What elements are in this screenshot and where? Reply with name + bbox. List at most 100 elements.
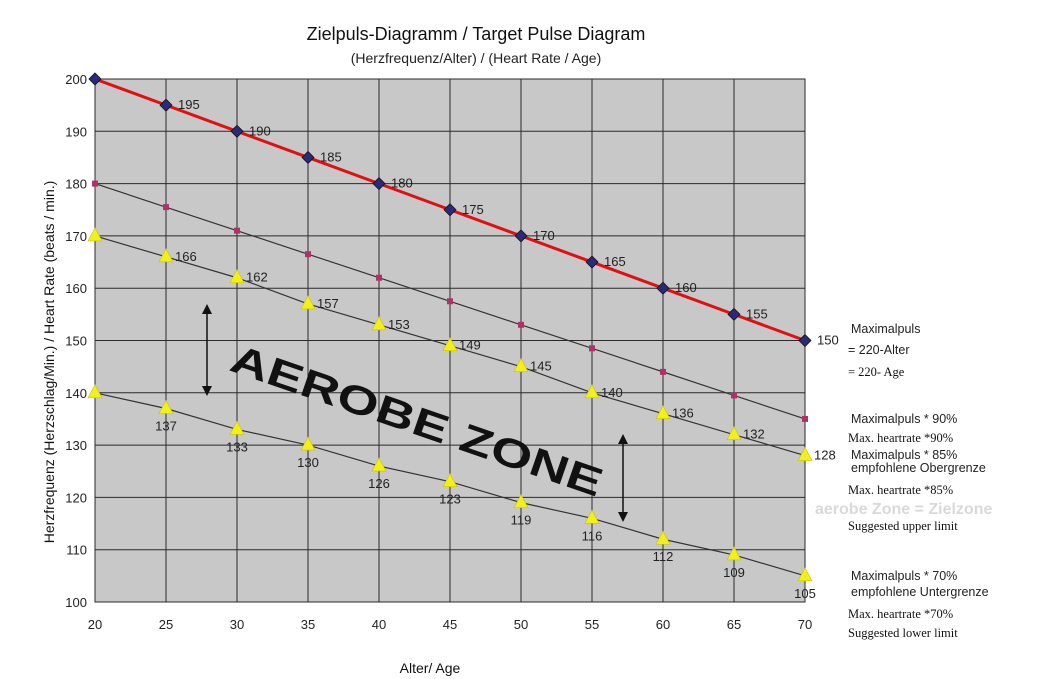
note-p85-de-1: Maximalpuls * 85% bbox=[851, 448, 957, 462]
note-p90-en: Max. heartrate *90% bbox=[848, 431, 953, 445]
point-marker bbox=[372, 177, 386, 191]
x-tick-label: 25 bbox=[159, 617, 173, 632]
series-3: 166 162 157 153 149 145 140 136 132 128 bbox=[87, 227, 836, 463]
data-label: 175 bbox=[462, 202, 484, 217]
data-label: 190 bbox=[249, 123, 271, 138]
x-tick-label: 45 bbox=[443, 617, 457, 632]
x-axis-label: Alter/ Age bbox=[400, 660, 461, 676]
y-tick-label: 180 bbox=[65, 177, 87, 192]
point-marker bbox=[371, 457, 387, 472]
y-tick-label: 150 bbox=[65, 334, 87, 349]
point-marker bbox=[163, 204, 169, 211]
data-label: 185 bbox=[320, 149, 342, 164]
data-label: 170 bbox=[533, 228, 555, 243]
data-label: 166 bbox=[175, 249, 197, 264]
point-marker bbox=[92, 180, 98, 187]
x-tick-label: 35 bbox=[301, 617, 315, 632]
data-label: 105 bbox=[794, 586, 816, 601]
data-label: 150 bbox=[817, 333, 839, 348]
data-label: 132 bbox=[743, 427, 765, 442]
note-max-en: = 220- Age bbox=[848, 365, 905, 379]
chart-subtitle: (Herzfrequenz/Alter) / (Heart Rate / Age… bbox=[351, 50, 602, 66]
point-marker bbox=[443, 203, 457, 217]
point-marker bbox=[585, 255, 599, 269]
point-marker bbox=[87, 227, 103, 242]
note-max-de-2: = 220-Alter bbox=[848, 343, 910, 357]
point-marker bbox=[655, 405, 671, 420]
note-p85-de-2: empfohlene Obergrenze bbox=[851, 461, 986, 475]
y-tick-label: 100 bbox=[65, 595, 87, 610]
data-label: 195 bbox=[178, 97, 200, 112]
point-marker bbox=[305, 251, 311, 258]
point-marker bbox=[797, 567, 813, 582]
data-label: 137 bbox=[155, 418, 177, 433]
point-marker bbox=[447, 298, 453, 305]
data-label: 155 bbox=[746, 306, 768, 321]
data-label: 145 bbox=[530, 359, 552, 374]
point-marker bbox=[797, 446, 813, 461]
chart-title: Zielpuls-Diagramm / Target Pulse Diagram bbox=[307, 24, 646, 44]
point-marker bbox=[726, 426, 742, 440]
point-marker bbox=[442, 473, 458, 488]
y-tick-label: 190 bbox=[65, 124, 87, 139]
point-marker bbox=[300, 295, 316, 310]
data-label: 140 bbox=[601, 385, 623, 400]
watermark-aerobe-zone: aerobe Zone = Zielzone bbox=[815, 501, 992, 518]
data-label: 180 bbox=[391, 176, 413, 191]
data-label: 116 bbox=[582, 528, 603, 543]
note-max-de-1: Maximalpuls bbox=[851, 322, 920, 336]
note-p70-en-2: Suggested lower limit bbox=[848, 626, 958, 640]
note-p85-en-2: Suggested upper limit bbox=[848, 519, 958, 533]
x-tick-label: 65 bbox=[727, 617, 741, 632]
series-4: 137 133 130 126 123 119 116 112 109 105 bbox=[87, 384, 816, 601]
note-p70-de-2: empfohlene Untergrenze bbox=[851, 585, 989, 599]
point-marker bbox=[229, 269, 245, 284]
point-marker bbox=[514, 229, 528, 243]
series-2 bbox=[92, 180, 808, 422]
point-marker bbox=[229, 420, 245, 435]
data-label: 136 bbox=[672, 406, 694, 421]
x-tick-label: 50 bbox=[514, 617, 528, 632]
point-marker bbox=[798, 333, 812, 348]
x-tick-label: 20 bbox=[88, 617, 102, 632]
point-marker bbox=[442, 337, 458, 352]
data-label: 160 bbox=[675, 280, 697, 295]
point-marker bbox=[726, 546, 742, 561]
point-marker bbox=[584, 509, 600, 524]
x-tick-label: 55 bbox=[585, 617, 599, 632]
data-label: 149 bbox=[459, 338, 481, 353]
data-label: 133 bbox=[226, 439, 248, 454]
point-marker bbox=[371, 316, 387, 331]
data-label: 112 bbox=[653, 549, 674, 564]
data-label: 157 bbox=[317, 296, 339, 311]
point-marker bbox=[158, 248, 174, 263]
point-marker bbox=[159, 98, 173, 112]
point-marker bbox=[158, 399, 174, 414]
point-marker bbox=[300, 436, 316, 451]
point-marker bbox=[518, 321, 524, 328]
y-tick-label: 130 bbox=[65, 438, 87, 453]
point-marker bbox=[301, 150, 315, 165]
y-tick-label: 170 bbox=[65, 229, 87, 244]
point-marker bbox=[376, 274, 382, 281]
data-label: 153 bbox=[388, 317, 410, 332]
series-group: 1951901851801751701651601551501661621571… bbox=[87, 72, 839, 601]
series-1: 195 190 185 180 175 170 165 160 155 150 bbox=[88, 72, 839, 348]
note-p70-en-1: Max. heartrate *70% bbox=[848, 607, 953, 621]
grid-lines bbox=[94, 78, 806, 603]
point-marker bbox=[589, 345, 595, 352]
data-label: 123 bbox=[439, 492, 461, 507]
data-label: 162 bbox=[246, 270, 268, 285]
point-marker bbox=[584, 384, 600, 399]
note-p85-en-1: Max. heartrate *85% bbox=[848, 483, 953, 497]
point-marker bbox=[655, 530, 671, 545]
data-label: 130 bbox=[297, 455, 319, 470]
data-label: 128 bbox=[814, 448, 836, 463]
y-tick-label: 200 bbox=[65, 72, 87, 87]
data-label: 126 bbox=[368, 476, 390, 491]
point-marker bbox=[731, 392, 737, 399]
y-tick-label: 120 bbox=[65, 490, 87, 505]
x-tick-label: 70 bbox=[798, 617, 812, 632]
point-marker bbox=[513, 493, 529, 508]
